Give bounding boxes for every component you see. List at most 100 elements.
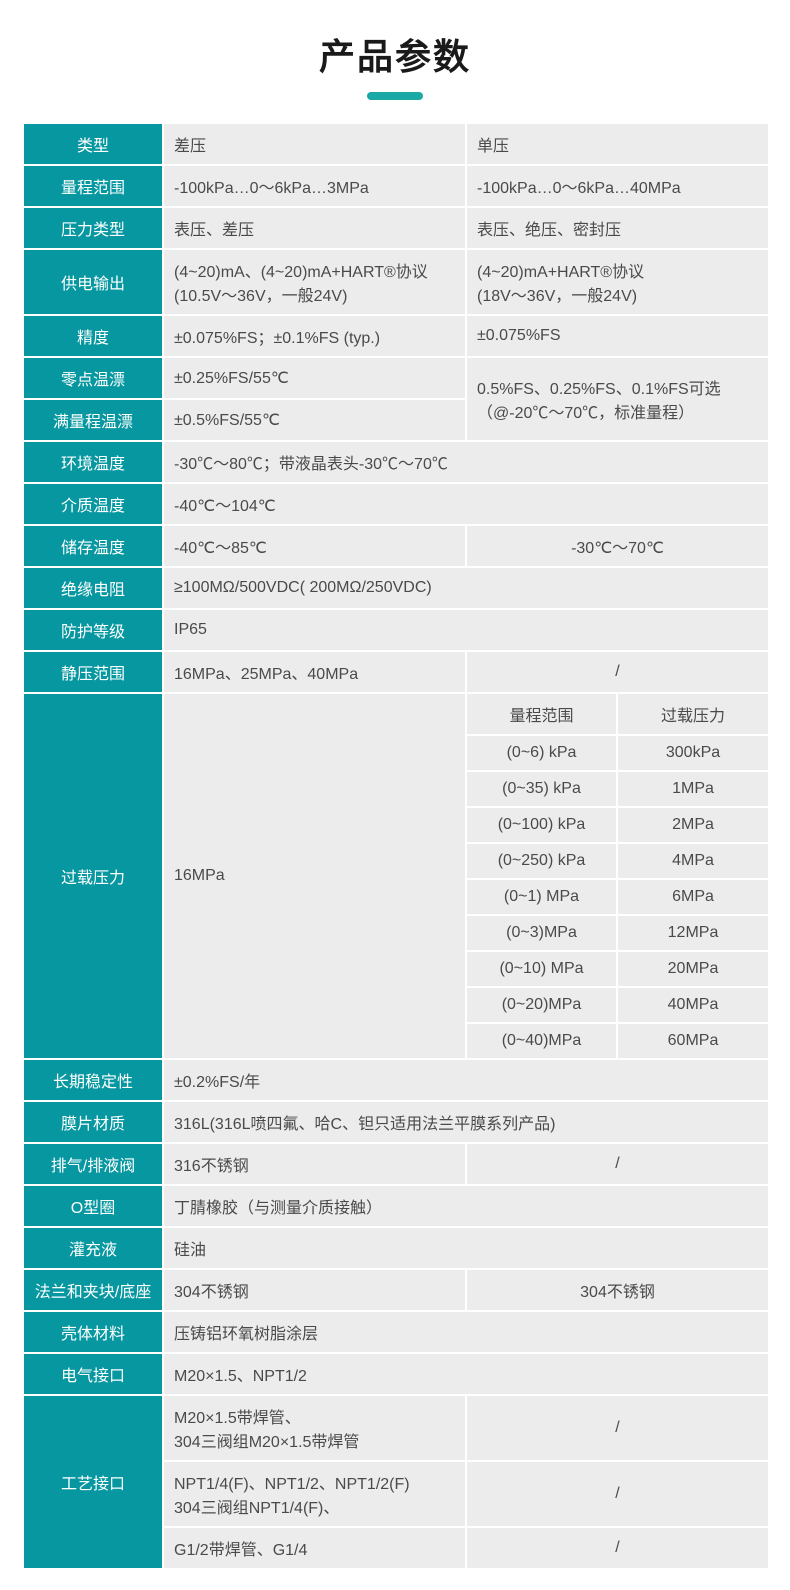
row-label: 精度 [23,315,163,357]
cell: 16MPa [163,693,466,1059]
row-label: 壳体材料 [23,1311,163,1353]
cell: (0~40)MPa [466,1023,617,1059]
table-row: 工艺接口 M20×1.5带焊管、 304三阀组M20×1.5带焊管 / [23,1395,769,1461]
cell: / [466,1395,769,1461]
table-row: 静压范围 16MPa、25MPa、40MPa / [23,651,769,693]
cell: ±0.075%FS [466,315,769,357]
sub-header: 量程范围 [466,693,617,735]
cell: (4~20)mA+HART®协议 (18V～36V，一般24V) [466,249,769,315]
row-label: 零点温漂 [23,357,163,399]
title-underline [367,92,423,100]
cell: (0~250) kPa [466,843,617,879]
text: (4~20)mA+HART®协议 [477,264,644,281]
table-row: 壳体材料 压铸铝环氧树脂涂层 [23,1311,769,1353]
table-row: 介质温度 -40℃～104℃ [23,483,769,525]
text: (10.5V～36V，一般24V) [174,288,347,305]
cell: 304不锈钢 [163,1269,466,1311]
table-row: O型圈 丁腈橡胶（与测量介质接触） [23,1185,769,1227]
row-label: 工艺接口 [23,1395,163,1569]
cell: -100kPa…0～6kPa…3MPa [163,165,466,207]
cell: / [466,651,769,693]
row-label: 长期稳定性 [23,1059,163,1101]
text: （@-20℃～70℃，标准量程） [477,405,694,422]
cell: IP65 [163,609,769,651]
text: M20×1.5带焊管、 [174,1410,301,1427]
cell: 300kPa [617,735,769,771]
table-row: 防护等级 IP65 [23,609,769,651]
cell: (4~20)mA、(4~20)mA+HART®协议 (10.5V～36V，一般2… [163,249,466,315]
cell: 6MPa [617,879,769,915]
cell: 单压 [466,123,769,165]
row-label: 储存温度 [23,525,163,567]
row-label: 静压范围 [23,651,163,693]
cell: ±0.25%FS/55℃ [163,357,466,399]
cell: G1/2带焊管、G1/4 [163,1527,466,1569]
spec-table: 类型 差压 单压 量程范围 -100kPa…0～6kPa…3MPa -100kP… [22,122,770,1570]
row-label: 介质温度 [23,483,163,525]
cell: 压铸铝环氧树脂涂层 [163,1311,769,1353]
cell: 60MPa [617,1023,769,1059]
cell: -100kPa…0～6kPa…40MPa [466,165,769,207]
cell: ±0.2%FS/年 [163,1059,769,1101]
cell: 40MPa [617,987,769,1023]
row-label: 类型 [23,123,163,165]
row-label: 排气/排液阀 [23,1143,163,1185]
cell: 表压、绝压、密封压 [466,207,769,249]
cell: / [466,1143,769,1185]
cell: 硅油 [163,1227,769,1269]
row-label: 防护等级 [23,609,163,651]
cell: 12MPa [617,915,769,951]
text: NPT1/4(F)、NPT1/2、NPT1/2(F) [174,1476,410,1493]
cell: (0~100) kPa [466,807,617,843]
table-row: 电气接口 M20×1.5、NPT1/2 [23,1353,769,1395]
table-row: 零点温漂 ±0.25%FS/55℃ 0.5%FS、0.25%FS、0.1%FS可… [23,357,769,399]
cell: (0~1) MPa [466,879,617,915]
row-label: 供电输出 [23,249,163,315]
cell: (0~35) kPa [466,771,617,807]
cell: 表压、差压 [163,207,466,249]
page-title: 产品参数 [0,0,790,86]
cell: -30℃～80℃；带液晶表头-30℃～70℃ [163,441,769,483]
cell: 16MPa、25MPa、40MPa [163,651,466,693]
table-row: 精度 ±0.075%FS；±0.1%FS (typ.) ±0.075%FS [23,315,769,357]
cell: -30℃～70℃ [466,525,769,567]
cell: 0.5%FS、0.25%FS、0.1%FS可选 （@-20℃～70℃，标准量程） [466,357,769,441]
text: (18V～36V，一般24V) [477,288,637,305]
cell: NPT1/4(F)、NPT1/2、NPT1/2(F) 304三阀组NPT1/4(… [163,1461,466,1527]
cell: (0~6) kPa [466,735,617,771]
row-label: 环境温度 [23,441,163,483]
cell: 丁腈橡胶（与测量介质接触） [163,1185,769,1227]
row-label: O型圈 [23,1185,163,1227]
cell: 4MPa [617,843,769,879]
cell: -40℃～104℃ [163,483,769,525]
cell: (0~20)MPa [466,987,617,1023]
table-row: 供电输出 (4~20)mA、(4~20)mA+HART®协议 (10.5V～36… [23,249,769,315]
row-label: 过载压力 [23,693,163,1059]
row-label: 膜片材质 [23,1101,163,1143]
cell: 316L(316L喷四氟、哈C、钽只适用法兰平膜系列产品) [163,1101,769,1143]
cell: 304不锈钢 [466,1269,769,1311]
text: (4~20)mA、(4~20)mA+HART®协议 [174,264,428,281]
table-row: 过载压力 16MPa 量程范围 过载压力 [23,693,769,735]
cell: 2MPa [617,807,769,843]
table-row: 长期稳定性 ±0.2%FS/年 [23,1059,769,1101]
cell: ≥100MΩ/500VDC( 200MΩ/250VDC) [163,567,769,609]
row-label: 法兰和夹块/底座 [23,1269,163,1311]
table-row: 膜片材质 316L(316L喷四氟、哈C、钽只适用法兰平膜系列产品) [23,1101,769,1143]
table-row: 储存温度 -40℃～85℃ -30℃～70℃ [23,525,769,567]
row-label: 电气接口 [23,1353,163,1395]
text: 0.5%FS、0.25%FS、0.1%FS可选 [477,381,721,398]
row-label: 压力类型 [23,207,163,249]
row-label: 绝缘电阻 [23,567,163,609]
table-row: 排气/排液阀 316不锈钢 / [23,1143,769,1185]
cell: / [466,1461,769,1527]
cell: ±0.5%FS/55℃ [163,399,466,441]
cell: 316不锈钢 [163,1143,466,1185]
table-row: 环境温度 -30℃～80℃；带液晶表头-30℃～70℃ [23,441,769,483]
cell: 20MPa [617,951,769,987]
cell: 1MPa [617,771,769,807]
table-row: 量程范围 -100kPa…0～6kPa…3MPa -100kPa…0～6kPa…… [23,165,769,207]
row-label: 满量程温漂 [23,399,163,441]
table-row: 压力类型 表压、差压 表压、绝压、密封压 [23,207,769,249]
table-row: 灌充液 硅油 [23,1227,769,1269]
